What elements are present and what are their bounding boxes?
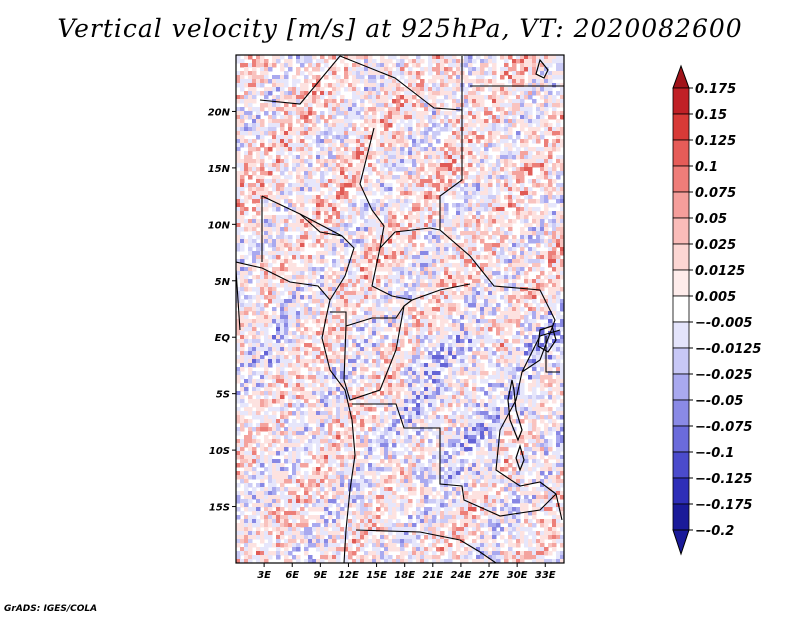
colorbar-label: 0.125 (695, 134, 736, 149)
colorbar-label: 0.075 (695, 186, 736, 201)
colorbar-label: 0.025 (695, 238, 736, 253)
lat-tick-label: EQ (215, 333, 231, 344)
colorbar-swatch (672, 477, 690, 505)
colorbar-swatch (672, 347, 690, 375)
colorbar-label: 0.005 (695, 290, 736, 305)
colorbar-swatch (672, 425, 690, 453)
map-title: Vertical velocity [m/s] at 925hPa, VT: 2… (57, 14, 743, 43)
colorbar-swatch (672, 451, 690, 479)
lat-tick-label: 15N (208, 164, 231, 175)
colorbar-label: 0.175 (695, 82, 736, 97)
colorbar-swatch (672, 87, 690, 115)
colorbar-swatch (672, 373, 690, 401)
grads-credit: GrADS: IGES/COLA (4, 604, 98, 614)
colorbar-swatch (672, 191, 690, 219)
colorbar-label: −-0.1 (695, 446, 734, 461)
lakes (507, 58, 557, 472)
colorbar-swatch (672, 321, 690, 349)
colorbar: 0.175 0.15 0.125 0.1 0.075 0.05 0.025 0.0125 0.0… (672, 64, 761, 556)
colorbar-swatch (672, 243, 690, 271)
colorbar-swatch (672, 295, 690, 323)
colorbar-swatch (672, 139, 690, 167)
colorbar-label: −-0.2 (695, 524, 734, 539)
lon-tick-label: 12E (338, 570, 359, 581)
colorbar-label: 0.05 (695, 212, 727, 227)
colorbar-swatch (672, 113, 690, 141)
colorbar-swatch (672, 269, 690, 297)
lon-tick-label: 6E (285, 570, 299, 581)
lat-tick-label: 15S (209, 503, 230, 514)
lon-tick-label: 9E (313, 570, 327, 581)
lon-tick-label: 3E (257, 570, 271, 581)
lat-tick-label: 20N (208, 107, 231, 118)
colorbar-label: 0.1 (695, 160, 718, 175)
colorbar-swatch (672, 165, 690, 193)
lon-tick-label: 21E (422, 570, 443, 581)
lat-tick-label: 5N (215, 277, 231, 288)
lat-tick-label: 5S (216, 390, 230, 401)
lon-tick-label: 15E (366, 570, 387, 581)
axis-labels: 20N 15N 10N 5N EQ 5S 10S 15S 3E 6E 9E 12E 15E 18E 21E 2… (208, 107, 556, 581)
lat-tick-label: 10S (209, 446, 230, 457)
velocity-field (236, 55, 564, 563)
colorbar-top-arrow (672, 64, 690, 89)
colorbar-label: −-0.075 (695, 420, 752, 435)
lon-tick-label: 33E (535, 570, 556, 581)
country-borders (236, 55, 564, 563)
lon-tick-label: 27E (479, 570, 500, 581)
colorbar-swatch (672, 503, 690, 531)
colorbar-label: −-0.0125 (695, 342, 761, 357)
lon-tick-label: 24E (451, 570, 472, 581)
colorbar-swatch (672, 217, 690, 245)
colorbar-label: −-0.005 (695, 316, 752, 331)
lon-tick-label: 18E (394, 570, 415, 581)
lat-tick-label: 10N (208, 220, 231, 231)
colorbar-label: 0.15 (695, 108, 727, 123)
map-frame (235, 54, 565, 564)
colorbar-label: 0.0125 (695, 264, 745, 279)
colorbar-label: −-0.125 (695, 472, 752, 487)
colorbar-bottom-arrow (672, 529, 690, 556)
colorbar-label: −-0.175 (695, 498, 752, 513)
coastline (236, 261, 356, 563)
colorbar-label: −-0.05 (695, 394, 743, 409)
colorbar-swatch (672, 399, 690, 427)
lon-tick-label: 30E (507, 570, 528, 581)
colorbar-label: −-0.025 (695, 368, 752, 383)
